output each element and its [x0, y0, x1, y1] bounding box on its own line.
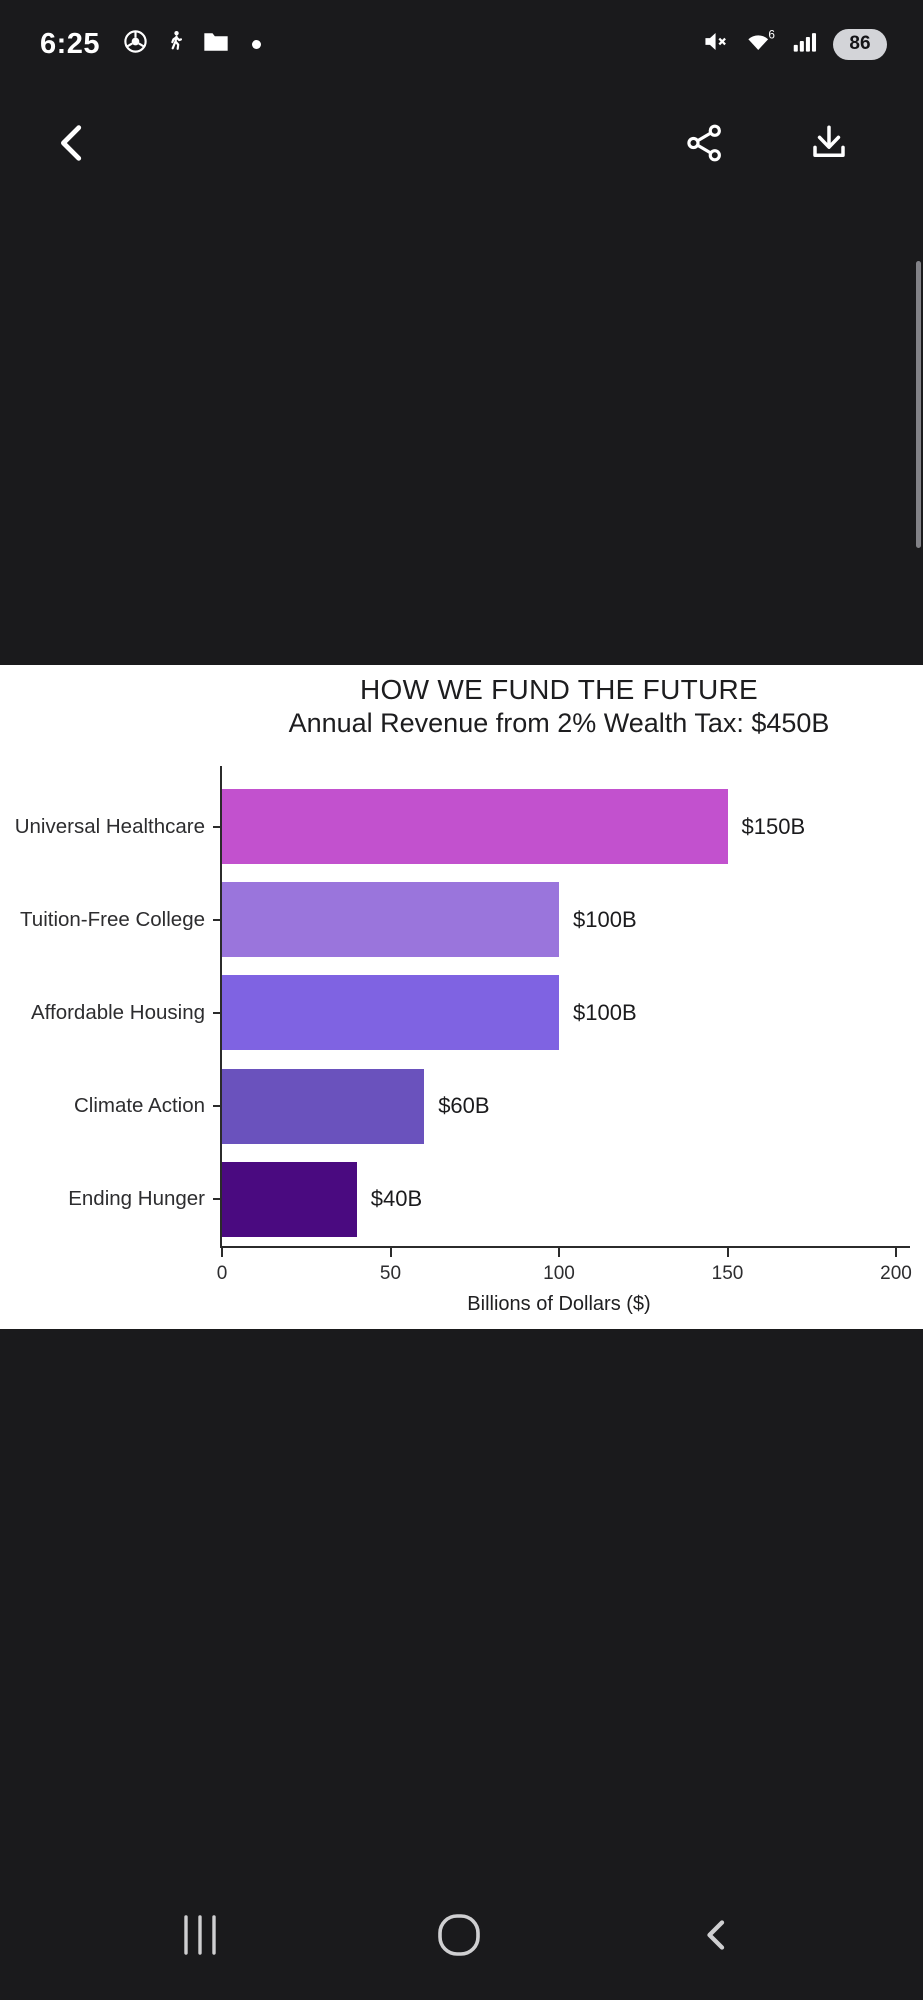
bar-value-label: $150B: [741, 813, 806, 839]
share-button[interactable]: [684, 122, 726, 164]
signal-icon: [791, 28, 819, 60]
bar-row: Tuition-Free College $100B: [20, 873, 896, 966]
x-tick-label: 150: [711, 1263, 744, 1284]
recents-button[interactable]: [170, 1914, 230, 1956]
x-tick-mark: [895, 1248, 897, 1257]
notification-dot: [252, 39, 262, 49]
walking-person-icon: [163, 28, 188, 60]
back-button[interactable]: [50, 120, 96, 166]
bar: [222, 1161, 357, 1237]
category-label: Ending Hunger: [68, 1187, 205, 1211]
plot-area: Billions of Dollars ($) Universal Health…: [15, 766, 912, 1315]
y-tick-mark: [213, 1105, 222, 1108]
x-axis-title: Billions of Dollars ($): [467, 1293, 651, 1315]
bar-row: Universal Healthcare $150B: [15, 780, 896, 873]
x-tick-mark: [558, 1248, 560, 1257]
bar-row: Affordable Housing $100B: [31, 966, 896, 1059]
y-tick-mark: [213, 825, 222, 828]
y-tick-mark: [213, 1198, 222, 1201]
bar-value-label: $100B: [573, 999, 637, 1025]
home-button[interactable]: [429, 1911, 489, 1959]
scrollbar-thumb[interactable]: [916, 261, 921, 548]
bar: [222, 882, 559, 958]
battery-indicator: 86: [833, 28, 887, 60]
y-axis-line: [220, 766, 222, 1248]
category-label: Universal Healthcare: [14, 814, 205, 838]
bar: [222, 789, 728, 864]
system-icons: 6 86: [700, 28, 887, 60]
bar-value-label: $60B: [438, 1093, 490, 1119]
bar-value-label: $40B: [370, 1186, 423, 1212]
folder-icon: [202, 30, 230, 59]
x-tick-mark: [726, 1248, 729, 1257]
x-tick-label: 100: [543, 1263, 575, 1284]
bar-row: Climate Action $60B: [74, 1060, 896, 1153]
category-label: Affordable Housing: [31, 1000, 205, 1024]
bar: [222, 975, 559, 1051]
mute-icon: [700, 28, 730, 60]
app-bar: [0, 95, 923, 191]
chrome-icon: [122, 28, 149, 60]
category-label: Tuition-Free College: [20, 907, 205, 931]
chart-subtitle: Annual Revenue from 2% Wealth Tax: $450B: [288, 708, 830, 738]
navigation-bar: [0, 1870, 923, 2000]
wifi6-icon: 6: [744, 28, 777, 60]
category-label: Climate Action: [73, 1094, 205, 1118]
x-tick-label: 50: [379, 1263, 402, 1284]
status-bar: 6:25: [0, 0, 923, 88]
back-nav-button[interactable]: [687, 1915, 747, 1955]
x-tick-label: 200: [880, 1263, 912, 1284]
chart-header: HOW WE FUND THE FUTURE Annual Revenue fr…: [222, 665, 896, 740]
bar-value-label: $100B: [573, 906, 637, 932]
y-tick-mark: [213, 1011, 222, 1014]
x-tick-mark: [221, 1248, 223, 1257]
bar: [222, 1068, 425, 1144]
y-tick-mark: [213, 918, 222, 921]
chart-panel[interactable]: HOW WE FUND THE FUTURE Annual Revenue fr…: [0, 665, 923, 1329]
chart-title: HOW WE FUND THE FUTURE: [359, 674, 759, 705]
x-tick-label: 0: [216, 1263, 228, 1284]
x-axis-line: [220, 1246, 910, 1248]
notification-icons: [122, 28, 262, 60]
clock: 6:25: [40, 27, 101, 60]
download-button[interactable]: [808, 122, 850, 164]
x-tick-mark: [389, 1248, 392, 1257]
bar-row: Ending Hunger $40B: [68, 1153, 896, 1246]
wifi-generation-label: 6: [768, 28, 775, 42]
